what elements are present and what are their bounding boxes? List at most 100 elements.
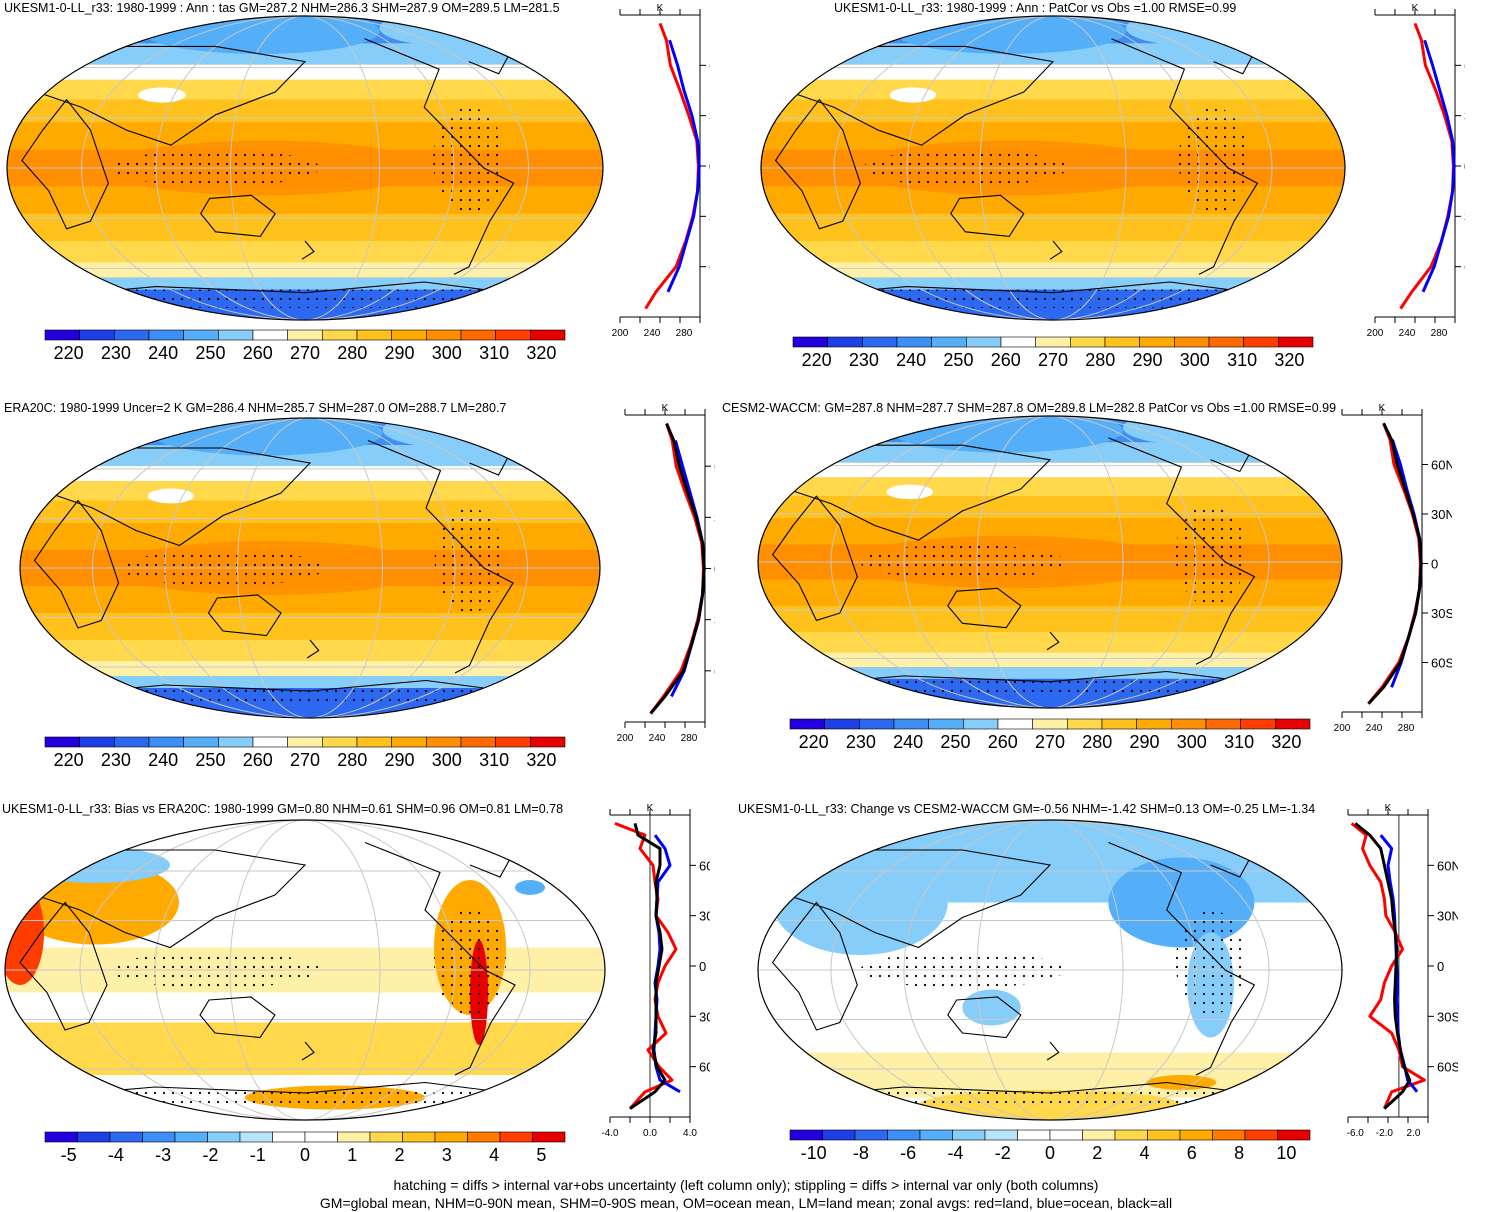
colorbar-swatch bbox=[356, 736, 392, 748]
colorbar-swatch bbox=[532, 1131, 566, 1143]
zonal-lat-tick-label: 30S bbox=[709, 209, 710, 224]
zonal-lat-tick-label: 30N bbox=[709, 109, 710, 124]
zonal-unit-label: K bbox=[647, 803, 654, 814]
australia-cool bbox=[962, 989, 1021, 1026]
map-plot bbox=[757, 819, 1343, 1121]
temperature-band bbox=[7, 240, 603, 263]
colorbar-swatch bbox=[183, 329, 219, 341]
australia-coast bbox=[200, 194, 276, 237]
map-border bbox=[757, 819, 1343, 1121]
colorbar-swatch bbox=[356, 329, 392, 341]
temperature-band bbox=[20, 445, 600, 466]
colorbar-tick-label: 3 bbox=[442, 1145, 452, 1165]
colorbar-swatch bbox=[287, 329, 323, 341]
colorbar-swatch bbox=[1101, 718, 1137, 730]
map-plot bbox=[19, 417, 601, 719]
colorbar: 220 230 240 250 260 270 280 290 300 310 320 bbox=[44, 329, 566, 363]
colorbar-tick-label: 250 bbox=[940, 732, 970, 752]
africa-coast bbox=[33, 499, 120, 629]
meridian-line bbox=[976, 416, 1124, 708]
meridian-line bbox=[906, 16, 1200, 320]
colorbar-swatch bbox=[460, 736, 496, 748]
colorbar-swatch bbox=[467, 1131, 501, 1143]
temperature-band bbox=[758, 477, 1342, 497]
colorbar-tick-label: -1 bbox=[250, 1145, 266, 1165]
colorbar-tick-label: 250 bbox=[195, 750, 225, 770]
colorbar-swatch bbox=[252, 329, 288, 341]
zonal-land-line bbox=[1367, 422, 1422, 705]
colorbar: -10 -8 -6 -4 -2 0 2 4 6 8 10 bbox=[789, 1129, 1311, 1163]
colorbar-swatch bbox=[1082, 1129, 1116, 1141]
colorbar-tick-label: 5 bbox=[536, 1145, 546, 1165]
zonal-lat-tick-label: 60S bbox=[1431, 656, 1452, 671]
meridian-line bbox=[833, 16, 1273, 320]
colorbar-tick-label: 270 bbox=[290, 343, 320, 363]
colorbar-tick-label: 280 bbox=[1082, 732, 1112, 752]
meridian-line bbox=[830, 820, 1270, 1120]
tibet-cold bbox=[889, 87, 937, 103]
colorbar-swatch bbox=[77, 1131, 111, 1143]
meridian-line bbox=[976, 820, 1124, 1120]
colorbar-tick-label: 220 bbox=[799, 732, 829, 752]
colorbar-swatch bbox=[114, 329, 150, 341]
colorbar-swatch bbox=[1208, 336, 1244, 348]
colorbar-swatch bbox=[218, 329, 254, 341]
zonal-lat-tick-label: 60N bbox=[714, 459, 715, 474]
colorbar-swatch bbox=[79, 329, 115, 341]
panel-title: UKESM1-0-LL_r33: Bias vs ERA20C: 1980-19… bbox=[2, 802, 564, 816]
colorbar-swatch bbox=[218, 736, 254, 748]
zonal-ocean-line bbox=[1421, 39, 1456, 293]
arctic-cold bbox=[889, 416, 1123, 453]
meridian-line bbox=[903, 416, 1197, 708]
colorbar-swatch bbox=[142, 1131, 176, 1143]
colorbar-swatch bbox=[1179, 1129, 1213, 1141]
meridian-line bbox=[230, 16, 380, 320]
coastlines bbox=[19, 841, 576, 1099]
colorbar-swatch bbox=[337, 1131, 371, 1143]
colorbar-swatch bbox=[789, 718, 825, 730]
zonal-lat-tick-label: 30S bbox=[1431, 606, 1452, 621]
eurasia-coast bbox=[775, 45, 1055, 146]
zonal-all-line bbox=[629, 823, 667, 1110]
colorbar-swatch bbox=[896, 336, 932, 348]
colorbar-tick-label: 230 bbox=[846, 732, 876, 752]
australia-coast bbox=[947, 587, 1022, 629]
colorbar-tick-label: 310 bbox=[479, 343, 509, 363]
colorbar-swatch bbox=[1032, 718, 1068, 730]
temperature-band bbox=[761, 64, 1345, 80]
colorbar-tick-label: 280 bbox=[337, 750, 367, 770]
colorbar-swatch bbox=[862, 336, 898, 348]
colorbar-swatch bbox=[931, 336, 967, 348]
eurasia-coast bbox=[772, 444, 1052, 541]
colorbar-swatch bbox=[207, 1131, 241, 1143]
colorbar-tick-label: -2 bbox=[202, 1145, 218, 1165]
zonal-x-tick-label: 280 bbox=[676, 328, 693, 339]
africa-coast bbox=[771, 495, 858, 622]
temperature-band bbox=[758, 652, 1342, 668]
zonal-lat-tick-label: 30N bbox=[1431, 507, 1452, 522]
zonal-lat-tick-label: 0 bbox=[699, 959, 706, 974]
colorbar-tick-label: 320 bbox=[526, 343, 556, 363]
colorbar-swatch bbox=[391, 736, 427, 748]
americas-coast bbox=[1108, 437, 1256, 665]
stippling bbox=[434, 910, 506, 1015]
zonal-x-tick-label: 240 bbox=[1366, 723, 1383, 734]
zonal-mean-plot: K 200 240 280 60N 30N 0 30S 60S bbox=[612, 3, 710, 339]
zonal-unit-label: K bbox=[1379, 403, 1386, 414]
colorbar-tick-label: 310 bbox=[1224, 732, 1254, 752]
colorbar-swatch bbox=[1278, 336, 1314, 348]
map-border bbox=[6, 15, 604, 321]
zonal-x-tick-label: 200 bbox=[1367, 328, 1384, 339]
zonal-mean-plot: K -6.0 -2.0 2.0 60N 30N 0 30S 60S bbox=[1347, 803, 1458, 1139]
colorbar-swatch bbox=[1136, 718, 1172, 730]
eurasia-coast bbox=[772, 849, 1052, 949]
colorbar-swatch bbox=[530, 329, 566, 341]
zonal-lat-tick-label: 30N bbox=[1464, 109, 1465, 124]
temperature-band bbox=[761, 79, 1345, 100]
newzealand-coast bbox=[301, 240, 315, 260]
colorbar-swatch bbox=[304, 1131, 338, 1143]
temperature-band bbox=[761, 262, 1345, 278]
panel-title: UKESM1-0-LL_r33: 1980-1999 : Ann : tas G… bbox=[4, 1, 560, 15]
zonal-land-line bbox=[1399, 22, 1455, 310]
colorbar-swatch bbox=[792, 336, 828, 348]
